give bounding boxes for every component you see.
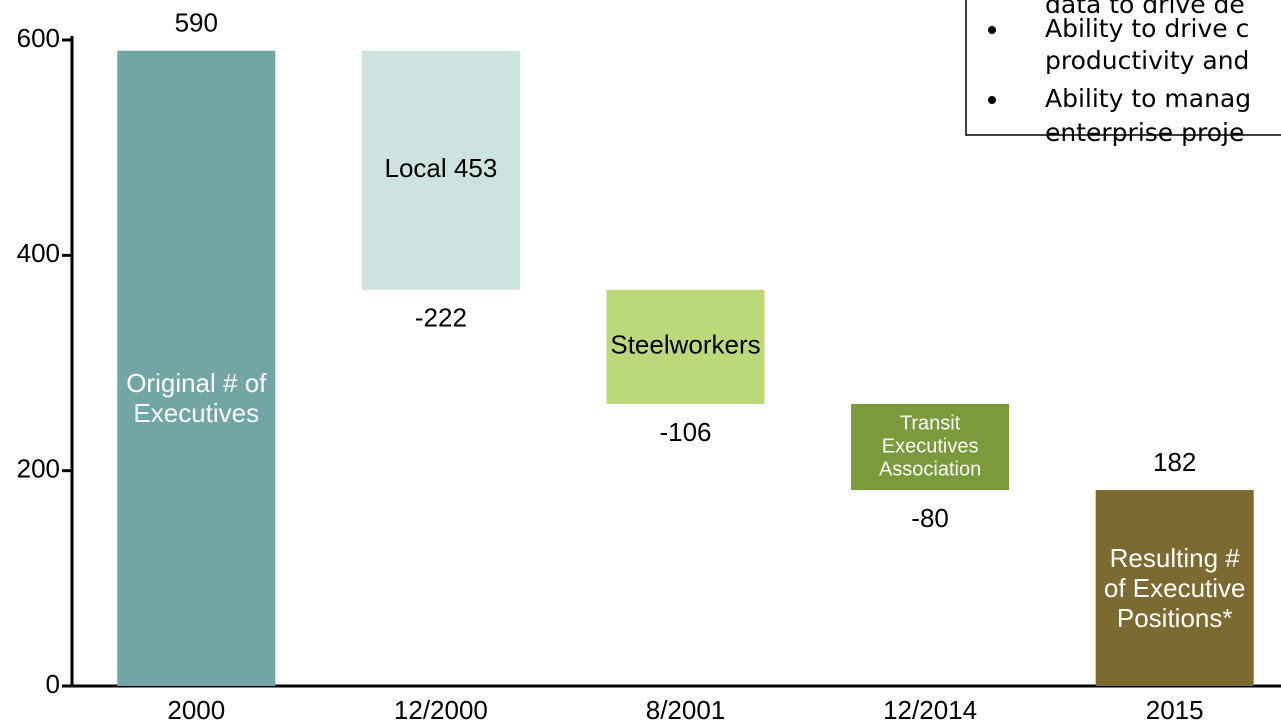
note-line: enterprise proje — [1045, 118, 1244, 147]
x-tick-label: 12/2014 — [883, 695, 977, 725]
bar-label: Original # of — [126, 368, 267, 398]
y-tick-label: 600 — [17, 23, 60, 53]
bar-label: Positions* — [1117, 603, 1233, 633]
bar — [361, 50, 520, 290]
y-tick-label: 200 — [17, 454, 60, 484]
bar-label: of Executive — [1104, 573, 1246, 603]
bar-label: Local 453 — [385, 153, 498, 183]
bar-label: Executives — [133, 398, 259, 428]
data-label: 590 — [175, 8, 218, 38]
note-line: data to drive de — [1045, 0, 1245, 19]
x-tick-label: 2015 — [1146, 695, 1204, 725]
bar — [117, 50, 276, 687]
y-tick-label: 0 — [46, 669, 60, 699]
bar — [606, 289, 765, 404]
bullet — [988, 96, 996, 104]
data-label: -106 — [659, 417, 711, 447]
bar-label: Steelworkers — [610, 330, 760, 360]
bar-label: Executives — [882, 435, 979, 457]
x-tick-label: 2000 — [167, 695, 225, 725]
data-label: -80 — [911, 503, 949, 533]
bar — [851, 403, 1010, 491]
bar-label: Transit — [900, 412, 961, 434]
bar-label: Association — [879, 458, 981, 480]
bar — [1095, 490, 1254, 686]
bullet — [988, 26, 996, 34]
x-tick-label: 12/2000 — [394, 695, 488, 725]
bar-label: Resulting # — [1110, 543, 1241, 573]
data-label: -222 — [415, 303, 467, 333]
y-tick-label: 400 — [17, 238, 60, 268]
note-line: productivity and — [1045, 46, 1249, 75]
data-label: 182 — [1153, 447, 1196, 477]
x-tick-label: 8/2001 — [646, 695, 726, 725]
note-line: Ability to manag — [1045, 84, 1251, 113]
note-box — [965, 0, 1281, 136]
note-line: Ability to drive c — [1045, 14, 1249, 43]
